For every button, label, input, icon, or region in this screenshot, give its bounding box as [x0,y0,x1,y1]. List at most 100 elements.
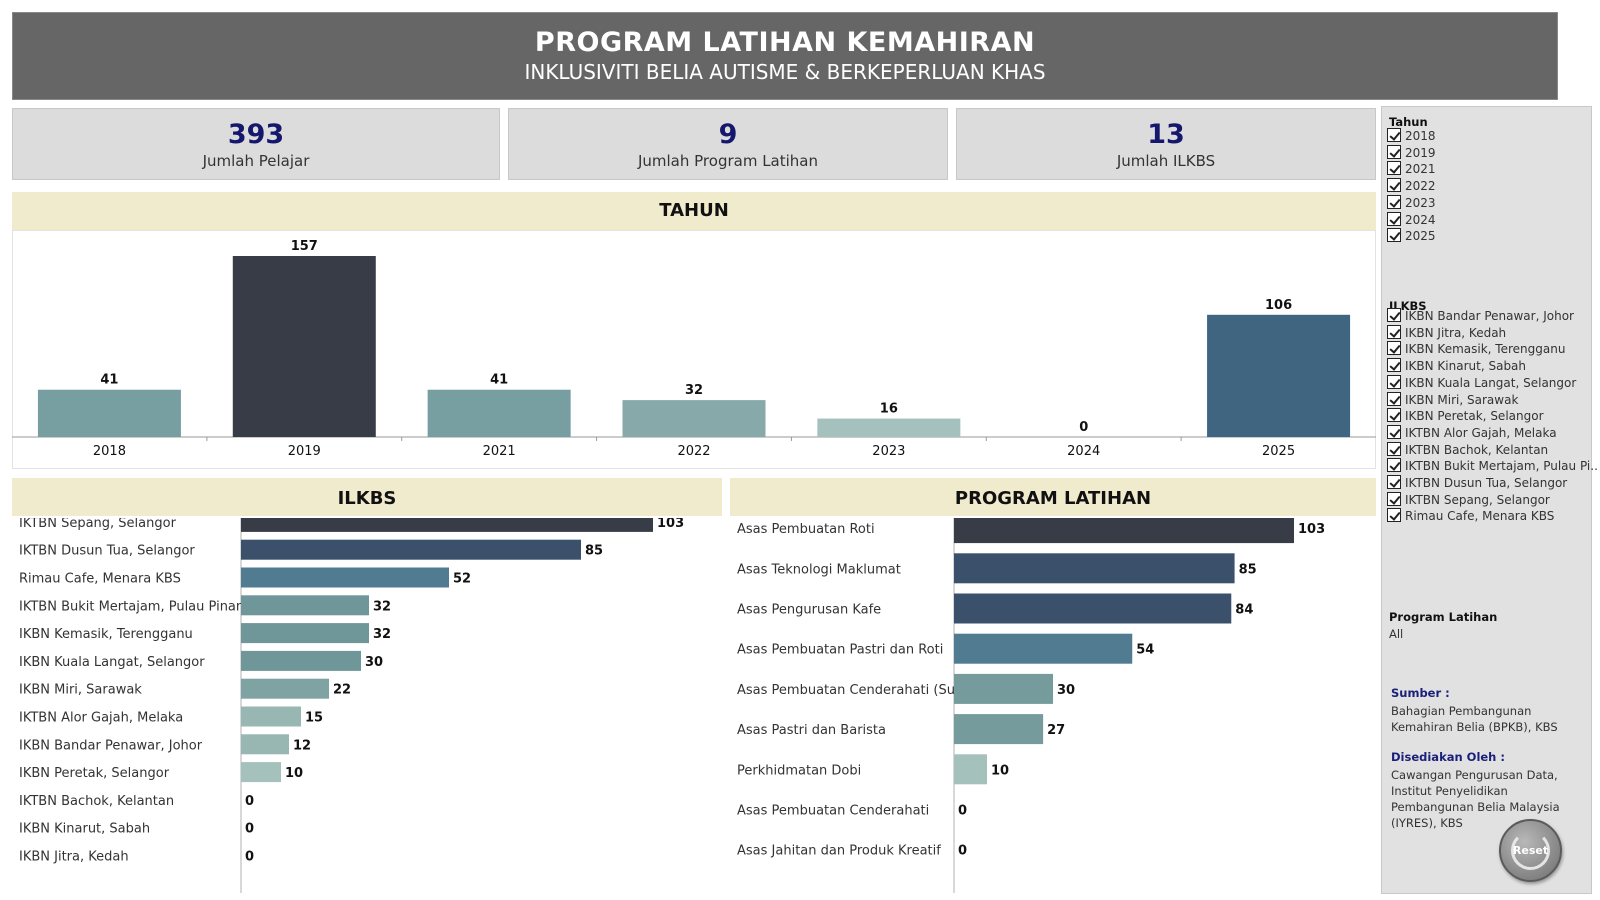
checkbox-checked-icon[interactable] [1387,324,1401,339]
tahun-filter-option[interactable]: 2019 [1387,144,1436,162]
program-filter-value[interactable]: All [1389,627,1404,641]
reset-button[interactable]: Reset [1499,819,1562,882]
category-label: Asas Pembuatan Cenderahati [737,804,929,819]
checkbox-checked-icon[interactable] [1387,508,1401,523]
checkbox-checked-icon[interactable] [1387,374,1401,389]
ilkbs-filter-option[interactable]: IKBN Bandar Penawar, Johor [1387,308,1574,325]
tahun-filter-option[interactable]: 2022 [1387,178,1436,195]
data-label: 10 [991,763,1009,778]
ilkbs-filter-option-label: IKBN Kinarut, Sabah [1405,359,1527,374]
ilkbs-filter-option[interactable]: IKTBN Bukit Mertajam, Pulau Pi.. [1387,458,1598,475]
checkbox-checked-icon[interactable] [1387,228,1401,243]
kpi-label: Jumlah Program Latihan [637,152,819,170]
checkbox-checked-icon[interactable] [1387,424,1401,439]
checkbox-checked-icon[interactable] [1387,408,1401,423]
kpi-jumlah-program: 9 Jumlah Program Latihan [508,108,948,180]
tahun-filter-option[interactable]: 2021 [1387,161,1436,178]
data-label-2022: 32 [685,383,703,398]
disediakan-label: Disediakan Oleh : [1391,750,1505,764]
ilkbs-filter-option[interactable]: IKBN Kuala Langat, Selangor [1387,374,1576,392]
bar-1 [954,553,1235,584]
ilkbs-filter-option[interactable]: IKBN Kemasik, Terengganu [1387,341,1565,358]
category-label: IKTBN Bachok, Kelantan [19,794,174,809]
category-label: Perkhidmatan Dobi [737,763,861,778]
data-label: 84 [1235,603,1253,618]
tahun-chart-title: TAHUN [12,192,1376,230]
kpi-value: 13 [1147,119,1185,150]
data-label-2024: 0 [1079,420,1088,435]
data-label: 0 [958,804,967,819]
ilkbs-filter-option[interactable]: IKBN Jitra, Kedah [1387,324,1506,342]
tahun-filter-option[interactable]: 2024 [1387,211,1436,229]
ilkbs-filter-option-label: Rimau Cafe, Menara KBS [1405,509,1555,524]
dashboard-title: PROGRAM LATIHAN KEMAHIRAN [534,27,1036,58]
checkbox-checked-icon[interactable] [1387,358,1401,373]
data-label: 0 [958,844,967,859]
data-label-2019: 157 [291,239,318,254]
tick-label-2018: 2018 [93,444,126,459]
checkbox-checked-icon[interactable] [1387,128,1401,142]
category-label: IKBN Jitra, Kedah [19,850,129,865]
bar-1 [241,539,581,560]
bar-2019 [232,256,376,437]
tahun-filter-option-label: 2024 [1405,212,1436,227]
checkbox-checked-icon[interactable] [1387,475,1401,489]
tahun-filter-option-label: 2022 [1405,179,1436,194]
ilkbs-filter-option[interactable]: IKBN Kinarut, Sabah [1387,358,1526,375]
tahun-filter-option[interactable]: 2023 [1387,194,1436,212]
checkbox-checked-icon[interactable] [1387,491,1401,506]
data-label: 85 [585,544,603,559]
tick-label-2021: 2021 [483,444,516,459]
category-label: Asas Teknologi Maklumat [737,562,901,577]
ilkbs-chart-svg: IKTBN Sepang, Selangor 103 IKTBN Dusun Tua… [19,511,684,893]
kpi-label: Jumlah ILKBS [1116,152,1216,170]
kpi-label: Jumlah Pelajar [202,152,310,170]
data-label: 10 [285,766,303,781]
checkbox-checked-icon[interactable] [1387,144,1401,159]
ilkbs-filter-option-label: IKBN Peretak, Selangor [1405,409,1544,424]
checkbox-checked-icon[interactable] [1387,194,1401,209]
chart-frame [12,230,1376,469]
ilkbs-filter-option[interactable]: Rimau Cafe, Menara KBS [1387,508,1554,525]
data-label: 12 [293,738,311,753]
ilkbs-filter-option[interactable]: IKTBN Sepang, Selangor [1387,491,1550,509]
data-label: 52 [453,572,471,587]
checkbox-checked-icon[interactable] [1387,161,1401,176]
checkbox-checked-icon[interactable] [1387,341,1401,356]
data-label: 0 [245,794,254,809]
ilkbs-filter-option-label: IKBN Miri, Sarawak [1405,392,1519,407]
ilkbs-filter-option[interactable]: IKTBN Bachok, Kelantan [1387,441,1549,459]
bar-2022 [622,400,766,437]
category-label: IKBN Kemasik, Terengganu [19,627,193,642]
bar-2018 [37,389,181,437]
category-label: IKBN Bandar Penawar, Johor [19,738,203,753]
checkbox-checked-icon[interactable] [1387,178,1401,193]
tahun-chart-svg: 41 2018 157 2019 41 2021 32 2022 16 2023 0 2024 106 2… [12,230,1376,469]
category-label: Asas Pembuatan Cenderahati (Sukan) [737,683,984,698]
data-label: 32 [373,599,391,614]
program-chart-svg: Asas Pembuatan Roti 103 Asas Teknologi Mak… [737,513,1325,893]
ilkbs-filter-option[interactable]: IKBN Peretak, Selangor [1387,408,1544,425]
checkbox-checked-icon[interactable] [1387,391,1401,406]
checkbox-checked-icon[interactable] [1387,441,1401,456]
checkbox-checked-icon[interactable] [1387,308,1401,322]
ilkbs-filter-option[interactable]: IKTBN Dusun Tua, Selangor [1387,475,1567,492]
tahun-filter-option[interactable]: 2018 [1387,128,1436,145]
bar-7 [241,706,301,727]
ilkbs-filter-option[interactable]: IKBN Miri, Sarawak [1387,391,1519,409]
category-label: Asas Jahitan dan Produk Kreatif [737,844,941,859]
checkbox-checked-icon[interactable] [1387,211,1401,226]
tahun-filter-option-label: 2023 [1405,195,1436,210]
tahun-filter-option[interactable]: 2025 [1387,228,1436,245]
ilkbs-filter-option-label: IKTBN Bachok, Kelantan [1405,442,1549,457]
category-label: IKBN Kinarut, Sabah [19,822,150,837]
checkbox-checked-icon[interactable] [1387,458,1401,473]
tick-label-2025: 2025 [1262,444,1295,459]
data-label-2018: 41 [100,373,118,388]
bar-8 [241,734,289,755]
ilkbs-filter-option[interactable]: IKTBN Alor Gajah, Melaka [1387,424,1557,442]
dashboard-header: PROGRAM LATIHAN KEMAHIRAN INKLUSIVITI BE… [12,12,1558,100]
category-label: IKTBN Sepang, Selangor [19,518,177,531]
refresh-icon [1511,831,1550,870]
